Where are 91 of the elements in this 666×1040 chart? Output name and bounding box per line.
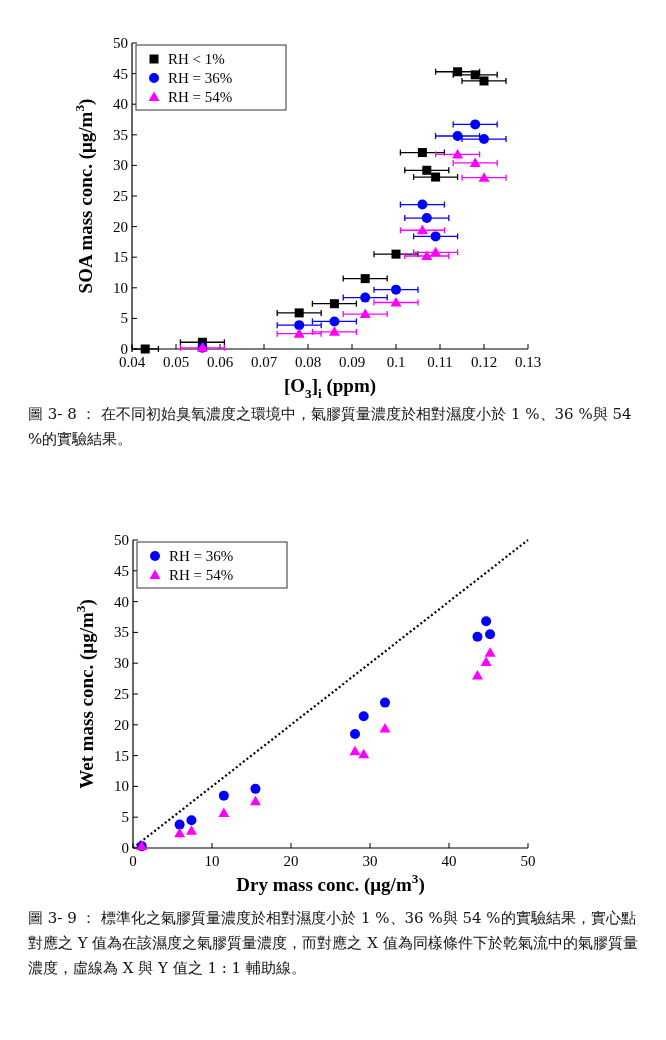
y-tick-label: 50 xyxy=(114,532,129,548)
point xyxy=(359,308,371,319)
point xyxy=(294,308,304,318)
y-tick-label: 35 xyxy=(114,624,129,641)
legend-label: RH = 54% xyxy=(169,567,234,583)
x-tick-label: 0.08 xyxy=(294,354,322,370)
y-tick-label: 40 xyxy=(113,96,128,113)
legend-label: RH = 36% xyxy=(168,70,233,86)
point xyxy=(421,250,433,260)
point xyxy=(360,274,370,284)
y-tick-label: 40 xyxy=(114,593,129,610)
point xyxy=(250,783,261,794)
y-tick-label: 45 xyxy=(113,65,128,82)
caption: 圖 3- 8 ： 在不同初始臭氧濃度之環境中，氣膠質量濃度於相對濕度小於 1 %、36 %與 54 %的實驗結果。 xyxy=(28,404,633,450)
y-tick-label: 25 xyxy=(113,188,128,204)
y-tick-label: 15 xyxy=(114,747,129,764)
point xyxy=(174,827,186,838)
point xyxy=(249,795,261,806)
y-tick-label: 20 xyxy=(113,218,128,235)
y-tick-label: 0 xyxy=(120,341,128,357)
y-tick-label: 25 xyxy=(114,686,129,702)
x-tick-label: 0.05 xyxy=(162,354,190,370)
point xyxy=(471,670,483,680)
x-tick-label: 0.09 xyxy=(338,354,366,370)
point xyxy=(391,249,401,259)
point xyxy=(417,148,427,158)
x-axis-title: [O$_{3}$]$_{i}$ (ppm) xyxy=(283,375,377,401)
y-tick-label: 15 xyxy=(113,249,128,266)
point xyxy=(417,199,428,210)
point xyxy=(478,172,490,182)
x-tick-label: 0.06 xyxy=(206,354,234,370)
point xyxy=(186,815,197,826)
point xyxy=(329,299,339,309)
x-tick-label: 20 xyxy=(283,853,299,869)
point xyxy=(416,224,428,235)
point xyxy=(349,729,360,740)
point xyxy=(484,647,496,657)
point xyxy=(174,819,185,830)
point xyxy=(452,148,464,159)
point xyxy=(349,745,361,756)
point xyxy=(218,807,230,817)
point xyxy=(481,616,492,627)
y-tick-label: 30 xyxy=(114,655,129,672)
point xyxy=(380,697,391,708)
x-axis-title: Dry mass conc. (μg/m$^{3}$) xyxy=(236,871,425,896)
point xyxy=(391,284,401,295)
point xyxy=(293,328,305,338)
point xyxy=(431,172,441,182)
legend-label: RH = 36% xyxy=(169,548,234,564)
y-tick-label: 50 xyxy=(113,35,128,51)
y-tick-label: 5 xyxy=(120,310,128,327)
x-tick-label: 0.07 xyxy=(250,354,278,370)
x-tick-label: 0.11 xyxy=(427,354,453,370)
y-tick-label: 10 xyxy=(114,778,129,795)
y-tick-label: 0 xyxy=(121,840,129,856)
point xyxy=(218,790,229,801)
y-tick-label: 35 xyxy=(113,126,128,143)
point xyxy=(140,344,150,354)
point xyxy=(469,157,481,167)
point xyxy=(480,656,492,666)
legend-label: RH = 54% xyxy=(168,89,233,105)
point xyxy=(185,825,197,835)
point xyxy=(470,119,481,130)
x-tick-label: 0.04 xyxy=(118,354,146,370)
x-tick-label: 0.13 xyxy=(514,354,542,370)
point xyxy=(294,320,305,331)
legend-label: RH < 1% xyxy=(168,51,225,67)
point xyxy=(430,246,442,257)
point xyxy=(421,213,432,224)
x-tick-label: 10 xyxy=(204,853,220,869)
x-tick-label: 50 xyxy=(520,853,536,869)
point xyxy=(328,326,340,336)
x-tick-label: 30 xyxy=(362,853,378,869)
point xyxy=(360,292,371,303)
point xyxy=(479,76,489,86)
x-tick-label: 0.12 xyxy=(470,354,498,370)
y-tick-label: 30 xyxy=(113,157,128,174)
point xyxy=(430,231,441,242)
y-tick-label: 20 xyxy=(114,716,129,733)
point xyxy=(472,631,483,642)
point xyxy=(422,165,432,175)
y-tick-label: 5 xyxy=(121,809,129,826)
point xyxy=(358,748,370,759)
caption: 圖 3- 9 ： 標準化之氣膠質量濃度於相對濕度小於 1 %、36 %與 54 %的實驗結果，實心點對應之 Y 值為在該濕度之氣膠質量濃度，而對應之 X 值為同樣條件下於乾氣流中的氣膠質量濃度，虛線為 X 與 Y 值之 1 : 1 輔助線。 xyxy=(28,908,639,979)
x-tick-label: 0.1 xyxy=(386,354,406,370)
y-tick-label: 45 xyxy=(114,562,129,579)
y-tick-label: 10 xyxy=(113,279,128,296)
point xyxy=(329,316,340,327)
x-tick-label: 40 xyxy=(441,853,457,869)
point xyxy=(358,711,369,722)
point xyxy=(485,629,496,640)
